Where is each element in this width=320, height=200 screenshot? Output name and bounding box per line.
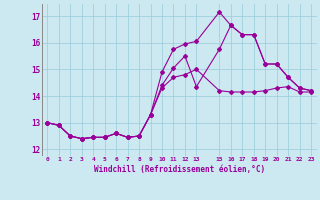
X-axis label: Windchill (Refroidissement éolien,°C): Windchill (Refroidissement éolien,°C) bbox=[94, 165, 265, 174]
